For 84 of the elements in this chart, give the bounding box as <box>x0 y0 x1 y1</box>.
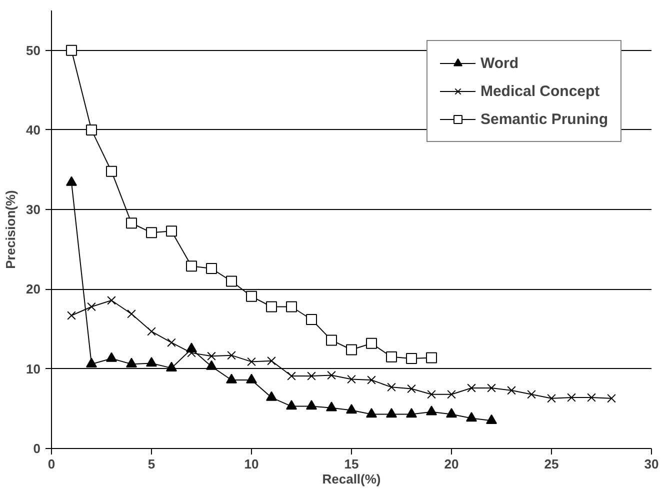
point <box>227 350 236 360</box>
point <box>86 124 97 136</box>
point <box>326 334 337 346</box>
point <box>206 263 217 274</box>
point <box>327 370 336 380</box>
point <box>287 372 296 380</box>
x-tick-label: 25 <box>544 456 559 472</box>
point <box>346 344 357 356</box>
y-tick-label: 30 <box>26 202 41 218</box>
x-tick-label: 30 <box>644 456 659 472</box>
point <box>406 408 417 418</box>
point <box>386 351 397 362</box>
point <box>607 394 616 403</box>
point <box>266 301 277 312</box>
x-tick-label: 20 <box>444 456 459 472</box>
point <box>286 400 297 410</box>
point <box>146 357 157 367</box>
point <box>527 390 536 399</box>
point <box>446 408 457 418</box>
point <box>106 166 117 177</box>
point <box>366 338 377 349</box>
point <box>467 384 476 392</box>
legend-label: Word <box>480 54 519 72</box>
point <box>226 374 237 384</box>
point <box>167 338 176 347</box>
point <box>407 384 416 394</box>
point <box>66 44 77 56</box>
y-tick-label: 0 <box>33 441 41 456</box>
point <box>466 412 477 422</box>
x-tick-label: 15 <box>344 456 359 472</box>
point <box>247 357 256 366</box>
point <box>207 352 216 361</box>
y-tick-label: 10 <box>26 361 41 376</box>
point <box>307 372 316 380</box>
point <box>306 400 317 410</box>
point <box>426 406 437 416</box>
point <box>106 352 117 362</box>
point <box>246 374 257 384</box>
point <box>246 290 257 302</box>
point <box>346 404 357 414</box>
point <box>286 301 297 312</box>
x-tick-label: 0 <box>48 456 56 472</box>
point <box>147 327 156 336</box>
point <box>166 226 177 237</box>
point <box>447 390 456 399</box>
x-tick-label: 10 <box>244 456 259 472</box>
point <box>426 352 437 364</box>
point <box>107 296 116 305</box>
point <box>347 374 356 384</box>
legend-label: Medical Concept <box>480 82 600 100</box>
point <box>387 382 396 392</box>
point <box>166 362 177 372</box>
point <box>366 408 377 418</box>
point <box>146 227 157 238</box>
point <box>367 376 376 384</box>
x-tick-label: 5 <box>148 456 156 472</box>
point <box>126 358 137 368</box>
point <box>87 302 96 312</box>
point <box>206 360 217 370</box>
point <box>487 384 496 392</box>
point <box>226 276 237 287</box>
point <box>406 353 417 364</box>
point <box>86 358 97 368</box>
point <box>547 394 556 403</box>
point <box>587 393 596 402</box>
point <box>386 408 397 418</box>
point <box>126 218 137 229</box>
y-tick-label: 20 <box>26 282 41 297</box>
x-axis-title: Recall(%) <box>322 472 381 486</box>
point <box>427 390 436 399</box>
y-tick-label: 40 <box>26 122 41 138</box>
point <box>267 356 276 366</box>
point <box>486 414 497 424</box>
point <box>67 311 76 320</box>
point <box>326 402 337 412</box>
point <box>507 386 516 395</box>
point <box>306 314 317 325</box>
point <box>127 310 136 318</box>
y-tick-label: 50 <box>26 42 41 58</box>
y-axis-title: Precision(%) <box>3 190 18 269</box>
point <box>567 393 576 402</box>
point <box>186 260 197 272</box>
point <box>266 391 277 401</box>
legend-label: Semantic Pruning <box>480 110 608 128</box>
